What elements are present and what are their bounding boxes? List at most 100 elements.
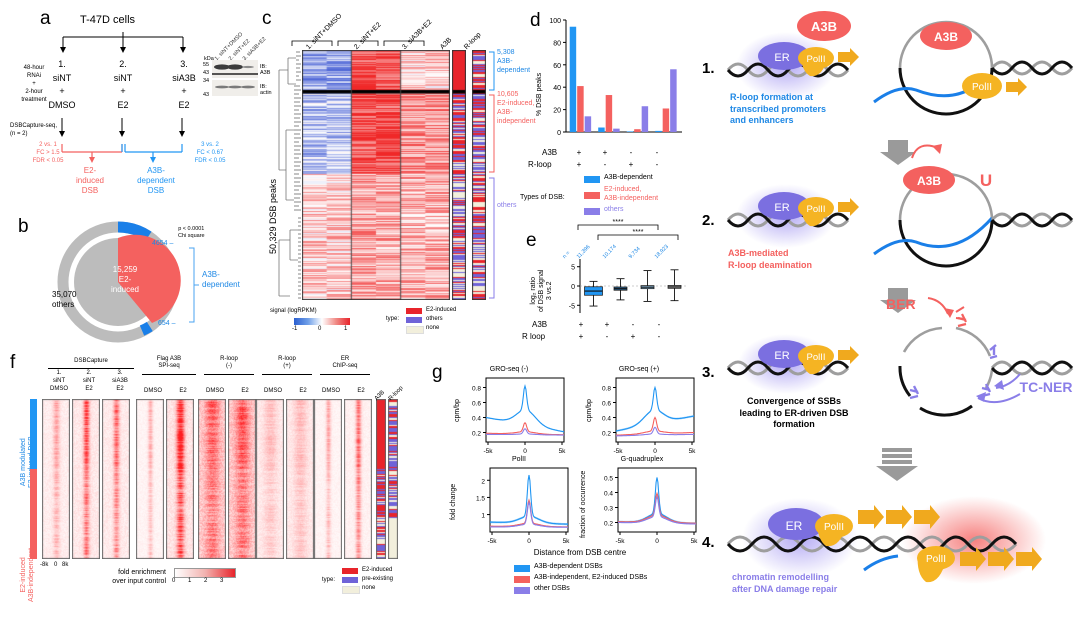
svg-text:0: 0 <box>523 448 527 455</box>
panel-a-condition-2: 2. siNT + E2 <box>113 59 133 110</box>
panel-f-heatmap-4 <box>136 399 164 559</box>
step-1-caption: R-loop formation at transcribed promoter… <box>730 92 827 126</box>
panel-a-condition-3: 3. siA3B + E2 <box>172 59 196 110</box>
blot-kda-label: kDa <box>204 56 214 62</box>
panel-a-result-right: A3B- dependent DSB <box>137 166 175 195</box>
panel-f-col-11: E2 <box>357 388 365 394</box>
step-2-graphic: ER PolII A3B U <box>726 166 1074 268</box>
panel-g: g GRO-seq (-) cpm/bp 0.2 0.4 0.6 0.8 -5k 0 5k … <box>428 360 698 620</box>
blot-marker-43b: 43 <box>203 92 210 98</box>
panel-c-dendrogram <box>278 51 301 299</box>
step-2-number: 2. <box>702 212 715 229</box>
panel-e-row-a3b-label: A3B <box>532 320 548 329</box>
panel-b-anno-654: 654 – <box>158 320 176 327</box>
mechanism-step-3: 3. ER PolII <box>698 313 1080 460</box>
svg-text:PolII: PolII <box>806 204 825 215</box>
panel-c-a3b-track <box>452 50 466 300</box>
panel-b-others-label: 35,070 others <box>52 290 77 310</box>
svg-text:60: 60 <box>553 63 561 70</box>
svg-text:A3B: A3B <box>917 174 941 188</box>
panel-d-a3b-v4: - <box>655 148 659 157</box>
panel-d-row-rloop-label: R-loop <box>528 160 552 169</box>
panel-f-heatmap-6 <box>198 399 226 559</box>
panel-g-title-polii: PolII <box>511 456 526 463</box>
svg-text:****: **** <box>613 219 624 226</box>
svg-text:0.6: 0.6 <box>472 401 481 408</box>
panel-c-colorbar-tick-neg1: -1 <box>292 326 298 332</box>
panel-f-group-rloop-plus-l1: R-loop <box>278 356 296 362</box>
svg-text:0.3: 0.3 <box>604 506 613 513</box>
panel-d-legend-label-e2ind-l1: E2-induced, <box>604 186 642 193</box>
panel-f-rloop-track <box>388 399 398 559</box>
panel-a: a T-47D cells 48-hour RNAi + 2-hour trea… <box>10 6 272 206</box>
panel-c: c 1. siNT+DMSO 2. siNT+E2 3. siA3B+E2 A3… <box>262 4 536 344</box>
panel-g-plot-polii: 1 1.5 2 -5k 0 5k <box>476 467 570 545</box>
svg-text:0.8: 0.8 <box>472 386 481 393</box>
step-3-graphic: ER PolII TC-NER <box>726 313 1074 417</box>
panel-d-legend-label-e2ind: E2-induced, A3B-independent <box>604 186 658 204</box>
panel-f-legend-swatch-pre <box>342 577 358 583</box>
blot-band-actin: IB: actin <box>260 84 272 96</box>
panel-b-stat-label: p < 0.0001 Chi square <box>178 226 205 240</box>
step-arrow-1-2 <box>880 140 916 165</box>
panel-b-bracket-label: A3B- dependent <box>202 270 240 289</box>
panel-f-group-er-l2: ChIP-seq <box>332 363 358 370</box>
panel-d-legend-label-e2ind-l2: A3B-independent <box>604 194 659 202</box>
panel-g-legend-label-3: other DSBs <box>534 585 570 592</box>
svg-text:20: 20 <box>553 108 561 115</box>
panel-f-col-6: DMSO <box>206 388 224 394</box>
svg-text:-5k: -5k <box>483 448 493 455</box>
panel-e-label: e <box>526 230 537 251</box>
panel-g-plot-gro-minus: 0.2 0.4 0.6 0.8 -5k 0 5k <box>472 377 566 455</box>
panel-d: d % DSB peaks 0 20 40 60 80 100 A3B R-loop + … <box>518 8 698 215</box>
panel-f-type-legend-title: type: <box>322 577 336 583</box>
panel-c-cluster-1-label: 5,308 A3B-dependent <box>497 49 531 75</box>
panel-d-rloop-v2: - <box>603 160 607 169</box>
panel-f-heatmap-9 <box>286 399 314 559</box>
svg-text:-5: -5 <box>569 303 575 310</box>
panel-e: e **** **** n = 11,396 10,174 9,734 18,9… <box>508 208 698 346</box>
panel-a-condition-1: 1. siNT + DMSO <box>48 59 76 110</box>
svg-text:5: 5 <box>571 265 575 272</box>
panel-e-ylabel-l1: log₂ ratio <box>530 276 537 305</box>
panel-d-legend-title: Types of DSB: <box>520 194 565 201</box>
panel-f-heatmap-11 <box>344 399 372 559</box>
svg-text:0.4: 0.4 <box>472 416 481 423</box>
panel-f-col-9: E2 <box>299 388 307 394</box>
panel-e-ylabel-l2: of DSB signal <box>538 269 546 312</box>
panel-a-comparison-left: 2 vs. 1 FC > 1.5 FDR < 0.05 <box>32 142 64 164</box>
mechanism-step-1: 1. PolII A3B <box>698 4 1080 152</box>
panel-f-group-rloop-minus-l2: (-) <box>226 363 232 370</box>
svg-text:0: 0 <box>557 130 561 137</box>
panel-a-treatment-label: 48-hour RNAi + 2-hour treatment <box>21 65 47 104</box>
panel-f-heatmap-10 <box>314 399 342 559</box>
panel-d-ylabel: % DSB peaks <box>536 72 543 116</box>
svg-text:0.6: 0.6 <box>602 401 611 408</box>
blot-marker-34: 34 <box>203 78 210 84</box>
panel-c-heatmap <box>302 50 450 300</box>
panel-e-a3b-v1: + <box>578 320 584 329</box>
panel-c-legend-swatch-e2 <box>406 308 422 314</box>
svg-text:5k: 5k <box>691 538 699 545</box>
step-2-caption: A3B-mediated R-loop deamination <box>728 248 812 270</box>
step-3-number: 3. <box>702 364 715 381</box>
svg-text:0.4: 0.4 <box>602 416 611 423</box>
svg-text:-5k: -5k <box>615 538 625 545</box>
panel-f-group-flaga3b: Flag A3B SPI-seq <box>140 356 198 370</box>
step-1-graphic: PolII A3B ER PolII A3B <box>726 11 1074 116</box>
step-4-graphic: ER PolII PolII <box>726 496 1046 584</box>
step-4-caption: chromatin remodelling after DNA damage r… <box>732 572 838 594</box>
step-4-number: 4. <box>702 534 715 551</box>
panel-a-title: T-47D cells <box>80 14 136 26</box>
blot-image <box>212 60 258 96</box>
panel-c-legend-swatch-none <box>406 326 424 334</box>
panel-c-legend-label-e2: E2-induced <box>426 307 457 313</box>
panel-c-label: c <box>262 8 272 29</box>
panel-g-title-gro-plus: GRO-seq (+) <box>618 366 660 373</box>
panel-d-legend-label-a3bdep: A3B-dependent <box>604 174 653 181</box>
panel-f-xtick-left: -8k <box>40 562 49 568</box>
panel-d-rloop-v3: + <box>628 160 634 169</box>
panel-a-western-blot: kDa 1. siNT+DMSO 2. siNT+E2 3. siA3B+E2 … <box>203 31 272 100</box>
panel-f-heatmap-8 <box>256 399 284 559</box>
panel-d-legend-swatch-others <box>584 208 600 215</box>
